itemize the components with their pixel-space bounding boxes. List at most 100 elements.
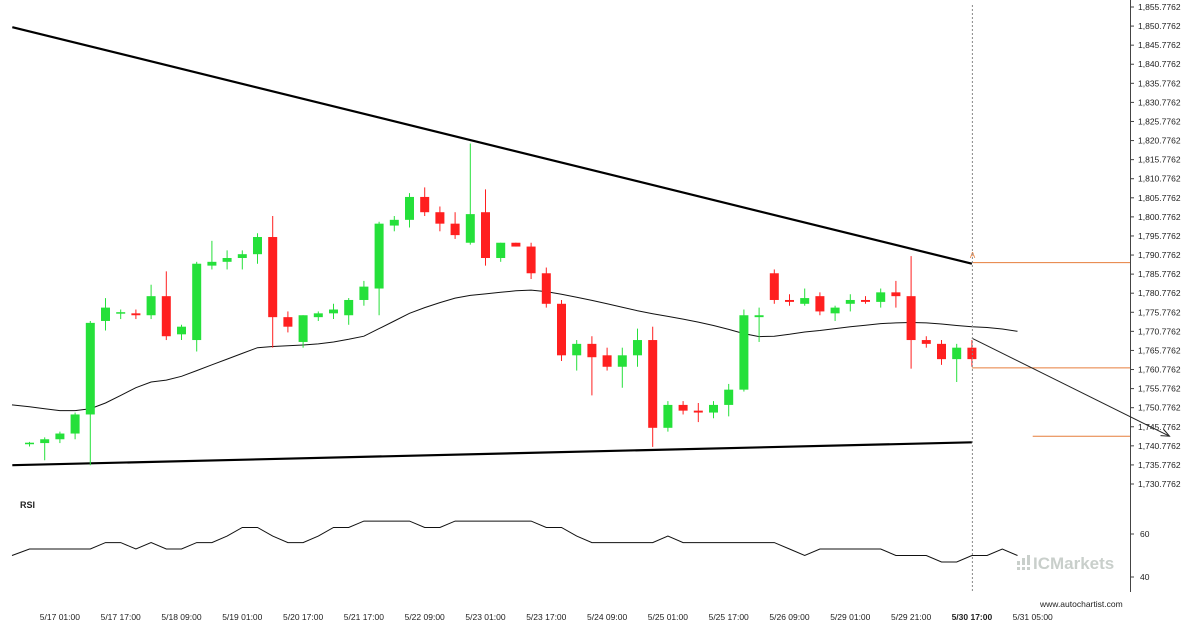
candle [709, 401, 718, 419]
time-tick-label: 5/29 21:00 [891, 612, 931, 622]
trendline-support [12, 441, 972, 467]
candle [268, 216, 278, 348]
candle-body [435, 212, 445, 224]
price-tick-label: 1,770.7762 [1138, 326, 1181, 336]
candle [693, 403, 703, 423]
time-tick-label: 5/29 01:00 [830, 612, 870, 622]
candle-body [222, 258, 232, 262]
candle [633, 328, 642, 367]
candle-body [298, 315, 308, 342]
candle-body [876, 292, 886, 302]
time-tick-label: 5/25 17:00 [709, 612, 749, 622]
candle-body [177, 326, 186, 335]
candle-body [557, 303, 566, 356]
candle [663, 401, 673, 432]
candle-body [800, 298, 810, 304]
candle [587, 336, 597, 396]
candle [769, 269, 779, 304]
candle [541, 267, 551, 308]
candle-body [55, 433, 65, 440]
candle [572, 340, 582, 371]
candle [420, 187, 430, 217]
candle-body [511, 242, 521, 247]
candle [146, 284, 156, 320]
candle-body [526, 246, 536, 274]
price-chart-panel: 1,855.7762 1,850.7762 1,845.7762 1,840.7762… [11, 0, 1181, 592]
candle-body [283, 317, 293, 327]
price-levels [971, 262, 1130, 437]
candle-body [678, 404, 688, 411]
candle [253, 233, 262, 264]
candle [25, 441, 34, 447]
candle [131, 309, 141, 320]
time-tick-label: 5/18 09:00 [161, 612, 201, 622]
candle-body [237, 254, 247, 259]
time-tick-label: 5/24 09:00 [587, 612, 627, 622]
candle [511, 242, 521, 247]
watermark: ICMarkets [1017, 554, 1114, 573]
candle [222, 250, 232, 270]
price-tick-label: 1,790.7762 [1138, 250, 1181, 260]
candle-body [405, 196, 414, 220]
candle-body [572, 343, 582, 356]
moving-average-line [11, 289, 1018, 412]
price-tick-label: 1,745.7762 [1138, 422, 1181, 432]
candle-body [709, 404, 718, 413]
price-tick-label: 1,850.7762 [1138, 21, 1181, 31]
candle-body [921, 340, 931, 344]
candle [830, 305, 840, 321]
price-tick-label: 1,820.7762 [1138, 136, 1181, 146]
candle-body [465, 214, 475, 243]
candle-body [602, 355, 612, 367]
candle-body [374, 223, 384, 289]
price-tick-label: 1,800.7762 [1138, 212, 1181, 222]
candle-body [769, 273, 779, 300]
candle-body [450, 223, 460, 236]
candle [496, 242, 506, 262]
icmarkets-logo-icon [1017, 555, 1030, 570]
candle-body [85, 322, 95, 415]
watermark-text: ICMarkets [1033, 554, 1114, 573]
candle-body [389, 219, 399, 226]
candle-body [937, 343, 946, 360]
candle [876, 288, 886, 308]
candle-body [101, 307, 110, 321]
candle [891, 280, 901, 308]
candle [648, 326, 658, 447]
candle-body [815, 296, 825, 312]
trendlines [12, 26, 973, 467]
time-tick-label: 5/17 01:00 [40, 612, 80, 622]
rsi-tick-label: 40 [1140, 572, 1150, 582]
candle [237, 250, 247, 270]
candle-body [724, 389, 734, 405]
candle [55, 431, 65, 444]
price-tick-label: 1,755.7762 [1138, 384, 1181, 394]
time-tick-label: 5/17 17:00 [101, 612, 141, 622]
candle [739, 309, 749, 392]
projection-arrowhead [1160, 429, 1171, 437]
candles [25, 143, 977, 466]
price-tick-label: 1,740.7762 [1138, 441, 1181, 451]
time-tick-label: 5/20 17:00 [283, 612, 323, 622]
time-tick-label: 5/30 17:00 [952, 612, 993, 622]
pattern-marker-label: A [970, 251, 976, 260]
projection-line [971, 337, 1170, 437]
candle [374, 221, 384, 316]
time-tick-label: 5/31 05:00 [1013, 612, 1053, 622]
price-tick-label: 1,795.7762 [1138, 231, 1181, 241]
candle-body [131, 313, 141, 316]
time-tick-label: 5/23 01:00 [465, 612, 505, 622]
candle [815, 292, 825, 316]
candle [101, 298, 110, 331]
candle-body [754, 315, 764, 318]
rsi-axis: 60 40 [1130, 529, 1150, 582]
candle-body [496, 242, 506, 259]
candle [861, 296, 870, 304]
time-tick-label: 5/23 17:00 [526, 612, 566, 622]
candle [754, 307, 764, 342]
candle-body [70, 414, 80, 434]
candle [192, 261, 202, 352]
candle-body [268, 237, 278, 318]
projection [971, 337, 1171, 437]
